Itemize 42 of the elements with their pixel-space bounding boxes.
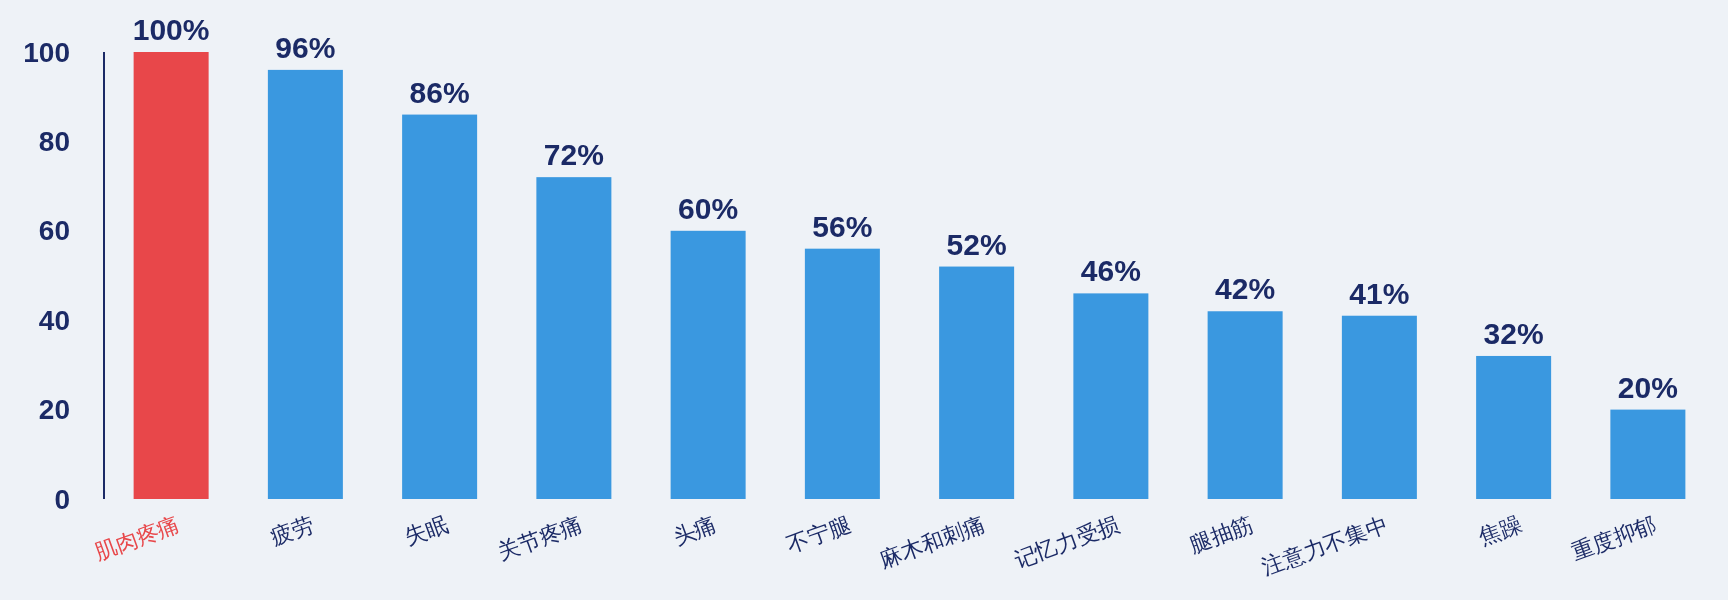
bar: [804, 248, 880, 499]
bar: [1341, 315, 1417, 499]
y-tick-label: 100: [23, 36, 70, 68]
x-tick-label: 记忆力受损: [1010, 511, 1123, 573]
x-tick-label: 疲劳: [267, 511, 318, 550]
data-label: 60%: [678, 191, 739, 225]
x-tick-label: 头痛: [669, 511, 720, 550]
bar: [402, 114, 478, 499]
x-tick-label: 失眠: [401, 511, 452, 550]
data-label: 32%: [1483, 316, 1544, 350]
bar: [1610, 409, 1686, 499]
x-tick-label: 不宁腿: [783, 511, 855, 558]
bar: [133, 52, 209, 499]
y-tick-label: 20: [38, 394, 70, 426]
data-label: 56%: [812, 209, 873, 243]
data-label: 72%: [543, 138, 604, 172]
y-tick-label: 80: [38, 125, 70, 157]
x-tick-label: 肌肉疼痛: [91, 511, 183, 565]
x-tick-label: 重度抑郁: [1568, 511, 1660, 565]
data-label: 100%: [132, 13, 210, 46]
bar: [536, 177, 612, 499]
data-label: 96%: [275, 30, 336, 64]
x-tick-label: 焦躁: [1475, 511, 1526, 550]
data-label: 20%: [1617, 370, 1678, 404]
bar: [1207, 311, 1283, 499]
data-label: 41%: [1349, 276, 1410, 310]
y-tick-label: 60: [38, 215, 70, 247]
y-tick-label: 40: [38, 304, 70, 336]
bar: [670, 230, 746, 499]
data-label: 42%: [1215, 272, 1276, 306]
x-tick-label: 腿抽筋: [1186, 511, 1257, 558]
bar: [1476, 355, 1552, 499]
bar: [267, 69, 343, 499]
data-label: 52%: [946, 227, 1007, 261]
x-tick-label: 注意力不集中: [1258, 511, 1392, 580]
x-tick-label: 关节疼痛: [494, 511, 586, 565]
bar: [1073, 293, 1149, 499]
x-tick-label: 麻木和刺痛: [876, 511, 989, 573]
y-tick-label: 0: [54, 483, 70, 515]
data-label: 86%: [409, 75, 470, 109]
bar: [939, 266, 1015, 499]
data-label: 46%: [1080, 254, 1141, 288]
